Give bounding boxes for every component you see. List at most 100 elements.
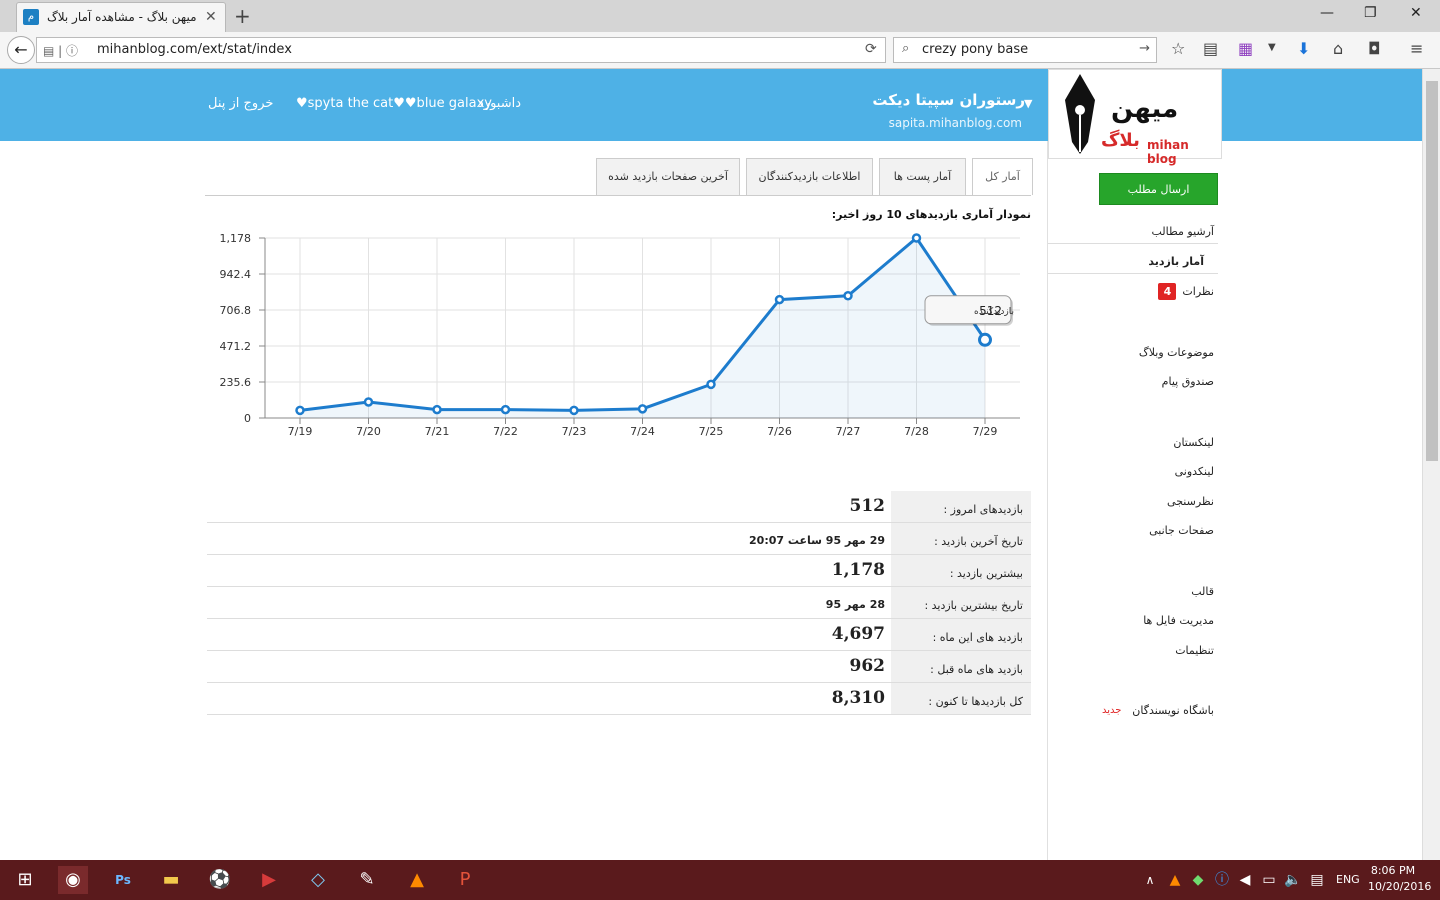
scroll-thumb[interactable]	[1426, 81, 1438, 461]
data-point	[432, 404, 442, 415]
search-go-icon[interactable]: →	[1139, 41, 1150, 56]
browser-tab[interactable]: م میهن بلاگ - مشاهده آمار بلاگ ✕	[16, 2, 226, 32]
powerpoint-icon[interactable]: P	[459, 869, 471, 890]
sidebar-item-writers-club[interactable]: باشگاه نویسندگان	[1132, 704, 1214, 717]
menu-icon[interactable]: ≡	[1410, 39, 1424, 58]
sidebar-item-inbox[interactable]: صندوق پیام	[1161, 375, 1214, 388]
tray-app-icon[interactable]: ◀	[1239, 872, 1251, 888]
data-point	[295, 405, 305, 416]
mihanblog-logo[interactable]: میهن بلاگ mihan blog	[1048, 69, 1222, 166]
tray-app-icon[interactable]: ◆	[1192, 872, 1204, 888]
logo-text: میهن	[1111, 94, 1179, 124]
network-icon[interactable]: ▭	[1262, 872, 1276, 888]
action-center-icon[interactable]: ▤	[1310, 872, 1324, 888]
dropdown-chevron-icon[interactable]: ▼	[1268, 42, 1276, 53]
stat-row: تاریخ آخرین بازدید : 29 مهر 95 ساعت 20:07	[207, 523, 1031, 555]
close-tab-icon[interactable]: ✕	[205, 9, 217, 25]
tab-overall-stats[interactable]: آمار کل	[972, 158, 1033, 195]
clock[interactable]: 8:06 PM 10/20/2016	[1368, 863, 1431, 895]
x-tick-label: 7/25	[699, 425, 724, 438]
stat-label: کل بازدیدها تا کنون :	[891, 683, 1031, 714]
tooltip-label: بازدیدکننده	[974, 307, 1014, 317]
maximize-icon[interactable]: ❐	[1364, 5, 1377, 21]
page-info-icon: ▤ | ⓘ	[43, 44, 79, 58]
home-icon[interactable]: ⌂	[1333, 39, 1344, 58]
firefox-icon[interactable]: ◉	[58, 866, 88, 894]
data-point	[978, 332, 992, 347]
x-tick-label: 7/19	[288, 425, 313, 438]
sidebar-item-template[interactable]: قالب	[1191, 585, 1214, 598]
y-tick-label: 471.2	[220, 340, 252, 353]
dashboard-link[interactable]: داشبورد	[478, 96, 521, 111]
x-tick-label: 7/24	[630, 425, 655, 438]
send-post-button[interactable]: ارسال مطلب	[1099, 173, 1218, 205]
info-tray-icon[interactable]: ⓘ	[1215, 872, 1229, 888]
vlc-icon[interactable]: ▲	[410, 869, 424, 890]
sidebar-item-categories[interactable]: موضوعات وبلاگ	[1138, 346, 1214, 359]
volume-icon[interactable]: 🔈	[1284, 872, 1302, 888]
photoshop-icon[interactable]: Ps	[115, 873, 131, 887]
sidebar-item-pages[interactable]: صفحات جانبی	[1149, 524, 1214, 537]
paint-icon[interactable]: ✎	[359, 869, 375, 890]
close-window-icon[interactable]: ✕	[1410, 5, 1422, 21]
tab-post-stats[interactable]: آمار پست ها	[879, 158, 966, 195]
input-language[interactable]: ENG	[1336, 873, 1360, 886]
back-button[interactable]: ←	[7, 36, 35, 64]
stat-row: بازدیدهای امروز :512	[207, 491, 1031, 523]
y-tick-label: 235.6	[220, 376, 252, 389]
clock-time: 8:06 PM	[1370, 864, 1416, 877]
windows-taskbar: ⊞ ◉ Ps ▬ ⚽ ▶ ◇ ✎ ▲ P ∧ ▲ ◆ ⓘ ◀ ▭ 🔈 ▤ ENG…	[0, 860, 1440, 900]
visits-chart: 0 235.6 471.2 706.8 942.4 1,178 7/19 7/20 7/21 7/…	[220, 232, 1020, 438]
sidebar-item-links[interactable]: لینکستان	[1173, 436, 1214, 449]
reading-list-icon[interactable]: ▤	[1203, 39, 1219, 58]
browser-navbar: ← ▤ | ⓘ mihanblog.com/ext/stat/index ⟳ ⌕…	[0, 32, 1440, 69]
stat-label: تاریخ بیشترین بازدید :	[891, 587, 1031, 618]
x-tick-label: 7/28	[904, 425, 929, 438]
blog-dropdown-icon[interactable]: ▼	[1024, 97, 1033, 110]
blog-url[interactable]: sapita.mihanblog.com	[888, 116, 1022, 130]
address-bar[interactable]: ▤ | ⓘ mihanblog.com/ext/stat/index ⟳	[36, 37, 886, 63]
series-area	[300, 238, 985, 418]
download-icon[interactable]: ⬇	[1297, 39, 1311, 58]
logout-link[interactable]: خروج از پنل	[208, 96, 274, 111]
stat-value: 962	[849, 656, 886, 676]
user-link[interactable]: ♥spyta the cat♥♥blue galaxy	[296, 96, 492, 111]
sidebar-item-linkdooni[interactable]: لینکدونی	[1174, 465, 1214, 478]
y-tick-label: 942.4	[220, 268, 252, 281]
scrollbar[interactable]	[1422, 69, 1440, 860]
tab-last-pages[interactable]: آخرین صفحات بازدید شده	[596, 158, 740, 195]
app-icon[interactable]: ◇	[311, 869, 325, 890]
sidebar-item-archive[interactable]: آرشیو مطالب	[1151, 225, 1214, 238]
bookmark-star-icon[interactable]: ☆	[1171, 39, 1186, 58]
file-explorer-icon[interactable]: ▬	[162, 869, 180, 890]
new-tab-button[interactable]: +	[234, 4, 251, 28]
x-tick-label: 7/21	[425, 425, 450, 438]
sidebar-item-files[interactable]: مدیریت فایل ها	[1143, 614, 1214, 627]
reload-icon[interactable]: ⟳	[865, 41, 877, 57]
start-windows-icon[interactable]: ⊞	[17, 869, 33, 890]
media-player-icon[interactable]: ⚽	[208, 869, 232, 890]
stat-row: بیشترین بازدید : 1,178	[207, 555, 1031, 587]
stat-value: 8,310	[831, 688, 885, 708]
minimize-icon[interactable]: —	[1320, 5, 1334, 21]
sidebar-item-polls[interactable]: نظرسنجی	[1167, 495, 1214, 508]
blog-title[interactable]: رستوران سپیتا دیکت	[872, 91, 1025, 109]
tab-visitor-info[interactable]: اطلاعات بازدیدکنندگان	[746, 158, 873, 195]
pen-nib-icon	[1065, 74, 1095, 154]
tray-chevron-icon[interactable]: ∧	[1145, 873, 1155, 887]
sidebar-item-comments[interactable]: نظرات 4	[1158, 283, 1214, 300]
vlc-tray-icon[interactable]: ▲	[1169, 872, 1181, 888]
search-input[interactable]: ⌕ crezy pony base →	[893, 37, 1157, 63]
site-favicon-icon: م	[23, 9, 39, 25]
y-tick-label: 706.8	[220, 304, 252, 317]
stat-row: تاریخ بیشترین بازدید : 28 مهر 95	[207, 587, 1031, 619]
pocket-icon[interactable]: ◘	[1368, 39, 1381, 58]
comments-count-badge: 4	[1158, 283, 1177, 300]
stat-row: بازدید های ماه قبل :962	[207, 651, 1031, 683]
app-icon[interactable]: ▶	[262, 869, 276, 890]
x-tick-label: 7/20	[356, 425, 381, 438]
sidebar-item-settings[interactable]: تنظیمات	[1175, 644, 1214, 657]
apps-grid-icon[interactable]: ▦	[1238, 39, 1254, 58]
sidebar-item-stats[interactable]: آمار بازدید	[1148, 255, 1204, 268]
divider	[1048, 273, 1218, 274]
